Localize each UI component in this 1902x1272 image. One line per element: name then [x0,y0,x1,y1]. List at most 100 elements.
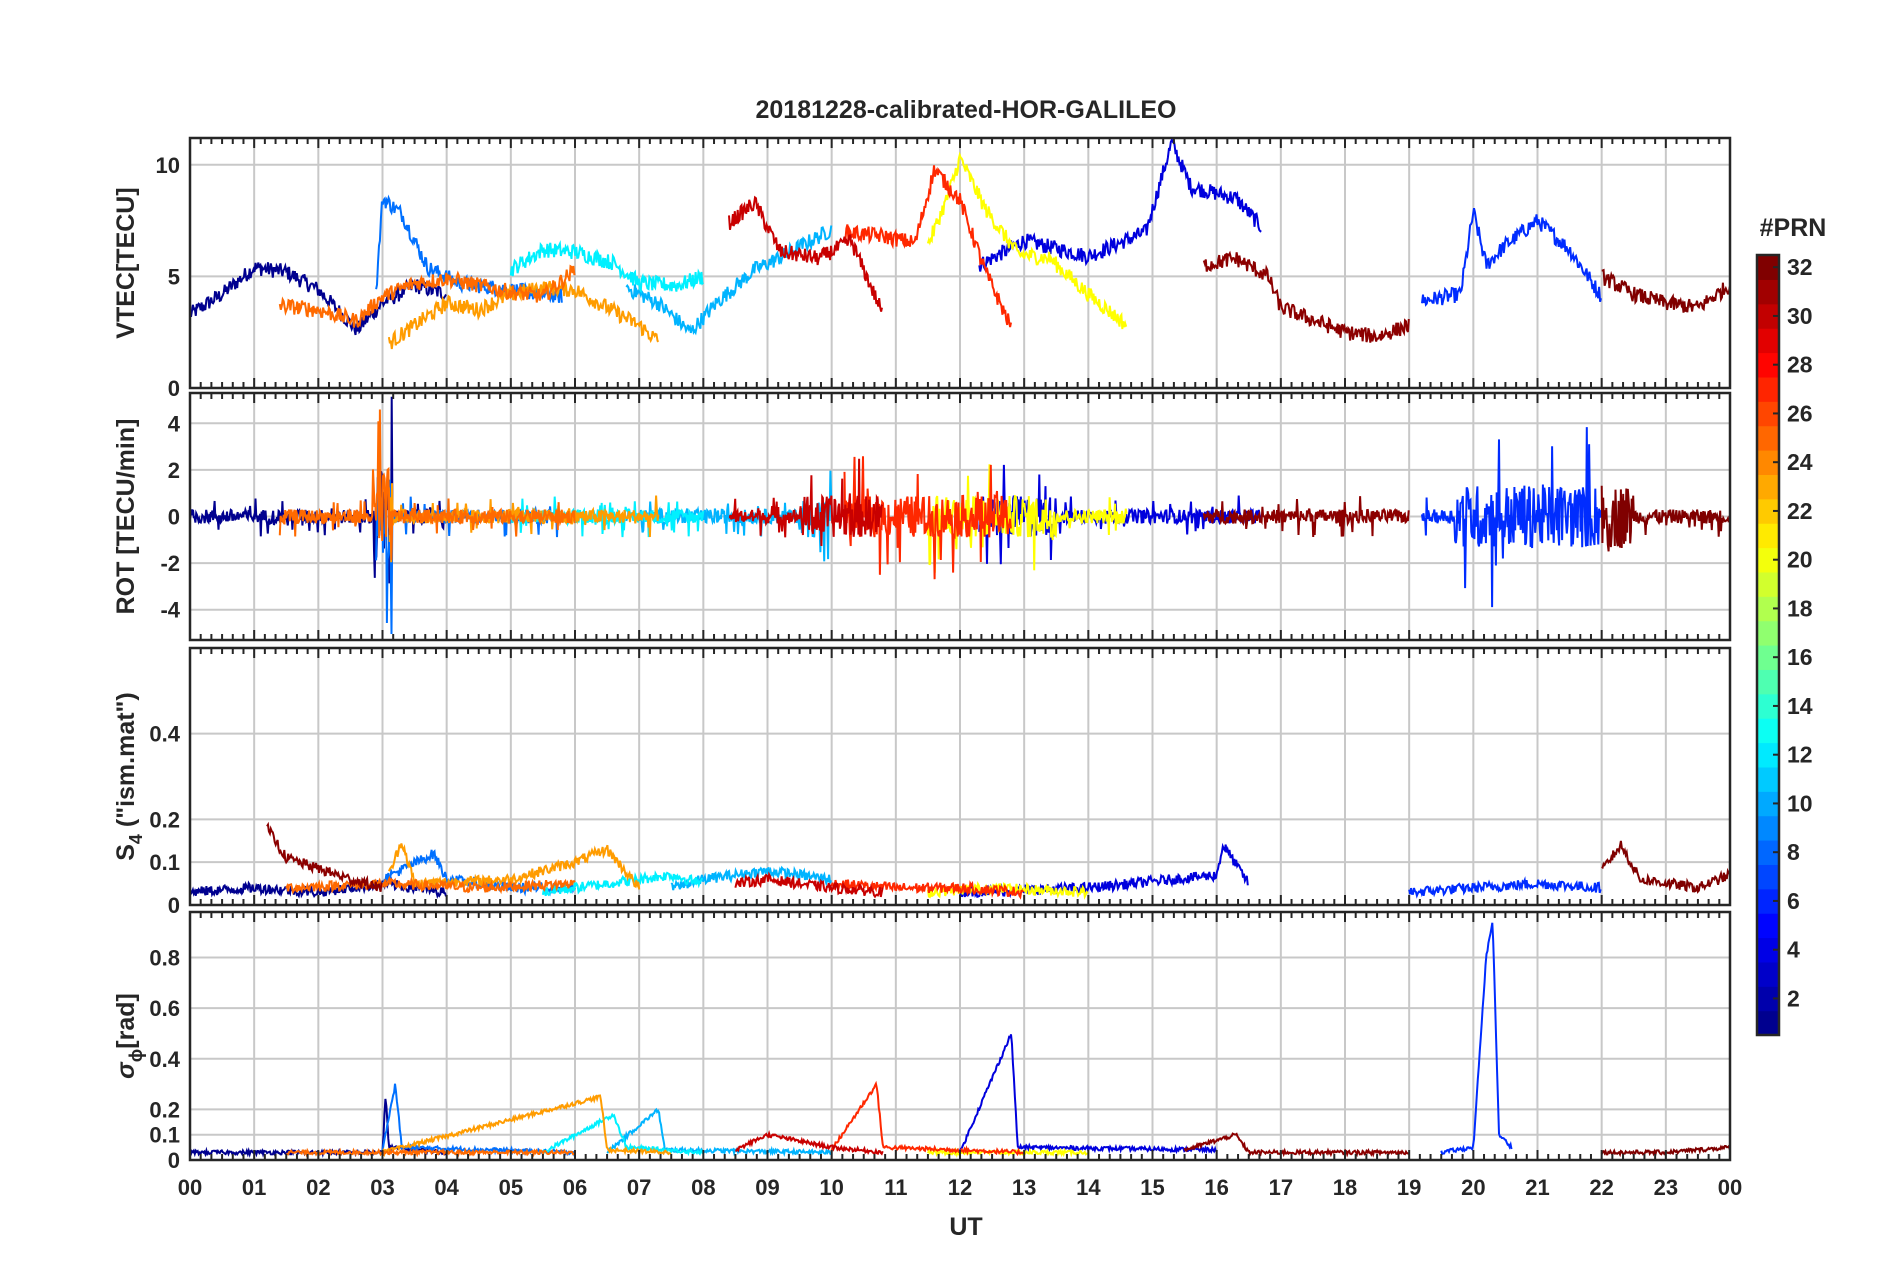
series-line-prn-24 [278,264,576,328]
colorbar-segment [1757,669,1779,695]
series-line-prn-24 [285,875,576,895]
x-tick-label: 12 [948,1175,972,1200]
colorbar-segment [1757,328,1779,354]
x-tick-label: 18 [1333,1175,1357,1200]
colorbar-segment [1757,791,1779,817]
colorbar-segment [1757,596,1779,622]
series-line-prn-3 [959,1034,1217,1155]
colorbar-tick-label: 18 [1787,595,1813,621]
series-line-prn-31 [1202,496,1410,537]
colorbar-tick-label: 22 [1787,498,1813,524]
y-tick-label: 0 [168,505,180,530]
series-line-prn-5 [1408,876,1602,899]
panel-vtec: 0 5 10 VTEC[TECU] [112,136,1732,401]
colorbar-tick-label: 12 [1787,742,1813,768]
x-tick-label: 07 [627,1175,651,1200]
colorbar-tick-label: 16 [1787,644,1813,670]
x-tick-label: 10 [819,1175,843,1200]
x-tick-label: 23 [1654,1175,1678,1200]
colorbar-segment [1757,620,1779,646]
colorbar-segment [1757,425,1779,451]
series-line-prn-24 [285,1147,576,1158]
colorbar-segment [1757,913,1779,939]
x-tick-label: 09 [755,1175,779,1200]
x-tick-label: 00 [178,1175,202,1200]
colorbar-segment [1757,352,1779,378]
colorbar-tick-label: 24 [1787,449,1813,475]
series-line-prn-13 [509,240,705,294]
colorbar-tick-label: 2 [1787,985,1800,1011]
series-line-prn-26 [830,1080,1024,1157]
series-line-prn-13 [510,496,705,538]
series-lines [190,922,1730,1158]
x-tick-label: 16 [1204,1175,1228,1200]
chart-title: 20181228-calibrated-HOR-GALILEO [756,96,1177,124]
y-axis-label-rest: [rad] [112,993,140,1049]
series-line-prn-13 [541,870,703,897]
y-tick-label: 0.2 [149,807,180,832]
series-line-prn-11 [625,225,833,336]
y-tick-label: 10 [156,153,180,178]
colorbar-segment [1757,766,1779,792]
series-line-prn-3 [959,842,1249,899]
y-axis-label-vtec: VTEC[TECU] [112,187,140,338]
y-tick-label: 0.1 [149,850,180,875]
y-tick-label: 0 [168,893,180,918]
x-tick-label: 06 [563,1175,587,1200]
y-axis-label-main: S [112,844,140,861]
colorbar-segment [1757,255,1779,280]
y-tick-label: 0.8 [149,946,180,971]
colorbar-segment [1757,571,1779,597]
colorbar-segment [1757,718,1779,744]
y-tick-label: 0 [168,376,180,401]
y-tick-label: 0 [168,1148,180,1173]
series-line-prn-5 [1421,207,1602,307]
colorbar-tick-label: 20 [1787,547,1813,573]
series-line-prn-32 [1601,268,1730,313]
series-line-prn-22 [387,280,660,350]
series-line-prn-19 [926,151,1128,330]
series-line-prn-13 [541,1112,704,1157]
colorbar-segment [1757,840,1779,865]
colorbar-tick-label: 6 [1787,888,1800,914]
colorbar-tick-label: 30 [1787,303,1813,329]
y-tick-label: 4 [168,411,181,436]
y-tick-label: 0.1 [149,1123,180,1148]
x-tick-labels: 00 01 02 03 04 05 06 07 08 09 10 11 12 13 14 15 16 17 18 19… [178,1175,1742,1200]
y-axis-label-rot: ROT [TECU/min] [112,419,140,615]
colorbar-tick-label: 10 [1787,790,1813,816]
colorbar-tick-label: 28 [1787,352,1813,378]
x-tick-label: 20 [1461,1175,1485,1200]
series-line-prn-3 [978,138,1262,272]
y-tick-label: 5 [168,264,180,289]
series-line-prn-32 [1600,485,1730,552]
series-line-prn-24 [278,409,576,561]
x-tick-label: 14 [1076,1175,1101,1200]
colorbar-segment [1757,498,1779,524]
x-tick-label: 22 [1589,1175,1613,1200]
colorbar-title: #PRN [1760,214,1827,242]
colorbar-segment [1757,474,1779,500]
y-tick-label: -2 [160,551,180,576]
x-tick-label: 05 [499,1175,523,1200]
y-axis-label-sub: ϕ [126,1049,146,1063]
x-tick-label: 03 [370,1175,394,1200]
colorbar-frame [1755,253,1781,1037]
colorbar-segment [1757,888,1779,914]
series-line-prn-31 [266,821,383,892]
x-tick-label: 13 [1012,1175,1036,1200]
y-tick-label: -4 [160,598,180,623]
colorbar-segment [1757,279,1779,305]
series-line-prn-32 [1601,840,1730,894]
series-line-prn-8 [375,194,563,304]
series-line-prn-5 [1421,427,1603,608]
series-line-prn-29 [728,458,884,547]
y-tick-label: 2 [168,458,180,483]
y-axis-label-s4: S4 ("ism.mat") [112,692,146,861]
colorbar-tick-label: 32 [1787,254,1813,280]
x-tick-label: 04 [434,1175,459,1200]
